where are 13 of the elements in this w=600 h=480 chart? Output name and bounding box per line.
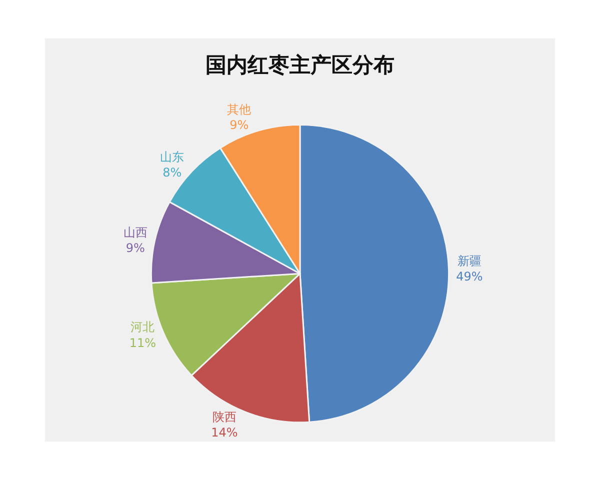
data-label: 11% xyxy=(129,336,156,350)
data-label: 49% xyxy=(456,270,483,284)
data-label: 9% xyxy=(126,241,145,256)
data-label: 8% xyxy=(162,166,182,180)
data-label: 9% xyxy=(230,118,249,132)
slice-label: 其他 xyxy=(227,102,252,116)
data-label: 14% xyxy=(211,426,238,440)
slice-label: 河北 xyxy=(130,320,155,334)
slice-label: 新疆 xyxy=(457,254,482,268)
slice-label: 山东 xyxy=(160,150,184,164)
slice-label: 陕西 xyxy=(212,410,236,424)
chart-title: 国内红枣主产区分布 xyxy=(206,53,394,78)
slice-label: 山西 xyxy=(123,226,148,240)
